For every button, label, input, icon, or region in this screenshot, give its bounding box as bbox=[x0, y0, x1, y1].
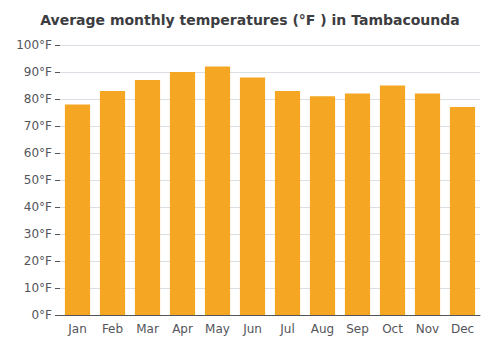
svg-text:Mar: Mar bbox=[136, 322, 159, 336]
svg-text:Nov: Nov bbox=[416, 322, 439, 336]
svg-text:Apr: Apr bbox=[172, 322, 193, 336]
svg-text:Jan: Jan bbox=[67, 322, 87, 336]
svg-text:0°F: 0°F bbox=[31, 308, 52, 322]
svg-text:Aug: Aug bbox=[311, 322, 334, 336]
svg-text:20°F: 20°F bbox=[24, 254, 52, 268]
svg-text:Dec: Dec bbox=[451, 322, 474, 336]
svg-text:Sep: Sep bbox=[346, 322, 369, 336]
svg-text:90°F: 90°F bbox=[24, 65, 52, 79]
svg-text:May: May bbox=[205, 322, 230, 336]
svg-text:Jul: Jul bbox=[279, 322, 294, 336]
svg-text:70°F: 70°F bbox=[24, 119, 52, 133]
svg-text:80°F: 80°F bbox=[24, 92, 52, 106]
svg-text:50°F: 50°F bbox=[24, 173, 52, 187]
svg-text:60°F: 60°F bbox=[24, 146, 52, 160]
svg-text:100°F: 100°F bbox=[16, 38, 52, 52]
svg-text:30°F: 30°F bbox=[24, 227, 52, 241]
svg-text:10°F: 10°F bbox=[24, 281, 52, 295]
svg-text:40°F: 40°F bbox=[24, 200, 52, 214]
svg-text:Feb: Feb bbox=[102, 322, 123, 336]
svg-text:Average monthly temperatures (: Average monthly temperatures (°F ) in Ta… bbox=[40, 12, 460, 28]
svg-text:Oct: Oct bbox=[382, 322, 403, 336]
svg-text:Jun: Jun bbox=[242, 322, 262, 336]
